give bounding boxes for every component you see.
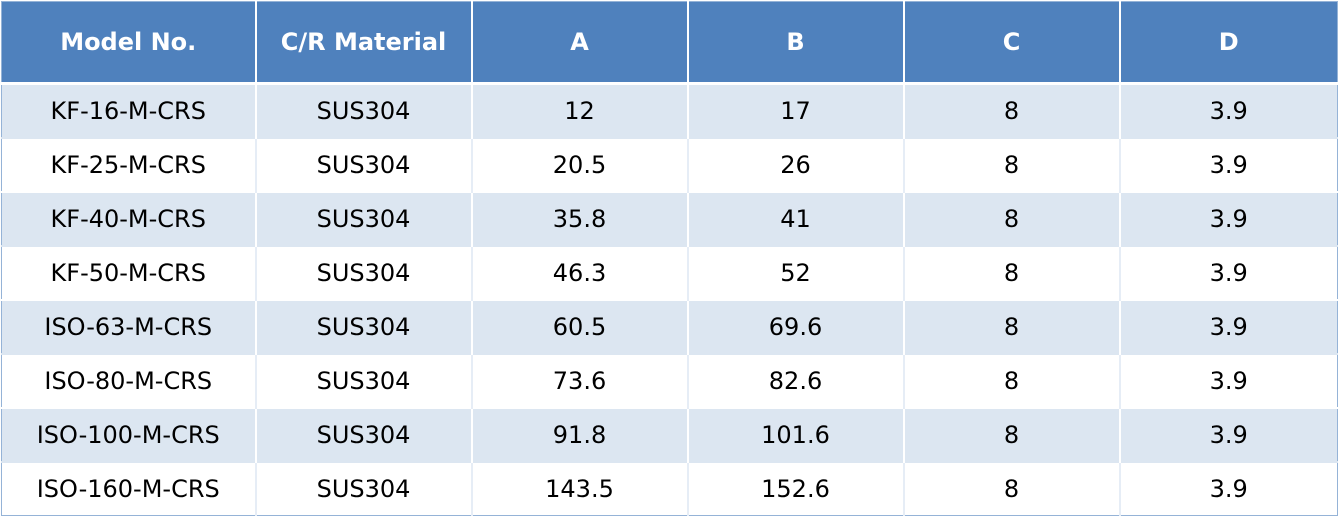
cell-a: 143.5 (470, 461, 688, 516)
cell-model-no: KF-25-M-CRS (1, 137, 256, 192)
cell-cr-material: SUS304 (254, 191, 472, 246)
cell-cr-material: SUS304 (254, 245, 472, 300)
header-c: C (902, 1, 1120, 85)
table-row: KF-40-M-CRS SUS304 35.8 41 8 3.9 (1, 191, 1338, 246)
cell-b: 69.6 (686, 299, 904, 354)
cell-a: 35.8 (470, 191, 688, 246)
cell-model-no: ISO-80-M-CRS (1, 353, 256, 408)
cell-d: 3.9 (1118, 82, 1338, 138)
cell-cr-material: SUS304 (254, 407, 472, 462)
header-row: Model No. C/R Material A B C D (1, 1, 1338, 85)
table-row: KF-16-M-CRS SUS304 12 17 8 3.9 (1, 82, 1338, 138)
cell-c: 8 (902, 299, 1120, 354)
table-row: KF-50-M-CRS SUS304 46.3 52 8 3.9 (1, 245, 1338, 300)
cell-c: 8 (902, 137, 1120, 192)
cell-d: 3.9 (1118, 191, 1338, 246)
header-cr-material: C/R Material (254, 1, 472, 85)
header-b: B (686, 1, 904, 85)
table-row: ISO-100-M-CRS SUS304 91.8 101.6 8 3.9 (1, 407, 1338, 462)
table-row: ISO-160-M-CRS SUS304 143.5 152.6 8 3.9 (1, 461, 1338, 516)
cell-b: 52 (686, 245, 904, 300)
cell-a: 91.8 (470, 407, 688, 462)
cell-d: 3.9 (1118, 353, 1338, 408)
cell-c: 8 (902, 82, 1120, 138)
cell-a: 20.5 (470, 137, 688, 192)
cell-b: 17 (686, 82, 904, 138)
cell-b: 101.6 (686, 407, 904, 462)
cell-b: 41 (686, 191, 904, 246)
cell-c: 8 (902, 245, 1120, 300)
header-d: D (1118, 1, 1338, 85)
table-header: Model No. C/R Material A B C D (1, 1, 1338, 85)
cell-b: 152.6 (686, 461, 904, 516)
cell-d: 3.9 (1118, 137, 1338, 192)
cell-model-no: ISO-63-M-CRS (1, 299, 256, 354)
header-model-no: Model No. (1, 1, 256, 85)
cell-c: 8 (902, 191, 1120, 246)
cell-model-no: KF-40-M-CRS (1, 191, 256, 246)
cell-d: 3.9 (1118, 461, 1338, 516)
cell-model-no: ISO-160-M-CRS (1, 461, 256, 516)
cell-d: 3.9 (1118, 407, 1338, 462)
cell-c: 8 (902, 461, 1120, 516)
cell-b: 26 (686, 137, 904, 192)
cell-model-no: KF-50-M-CRS (1, 245, 256, 300)
cell-d: 3.9 (1118, 299, 1338, 354)
cell-d: 3.9 (1118, 245, 1338, 300)
header-a: A (470, 1, 688, 85)
cell-cr-material: SUS304 (254, 137, 472, 192)
table-row: ISO-63-M-CRS SUS304 60.5 69.6 8 3.9 (1, 299, 1338, 354)
cell-c: 8 (902, 353, 1120, 408)
cell-cr-material: SUS304 (254, 82, 472, 138)
table-body: KF-16-M-CRS SUS304 12 17 8 3.9 KF-25-M-CRS SUS3… (1, 82, 1338, 516)
cell-model-no: KF-16-M-CRS (1, 82, 256, 138)
cell-cr-material: SUS304 (254, 461, 472, 516)
table-row: KF-25-M-CRS SUS304 20.5 26 8 3.9 (1, 137, 1338, 192)
cell-cr-material: SUS304 (254, 299, 472, 354)
cell-a: 73.6 (470, 353, 688, 408)
cell-cr-material: SUS304 (254, 353, 472, 408)
table-row: ISO-80-M-CRS SUS304 73.6 82.6 8 3.9 (1, 353, 1338, 408)
cell-c: 8 (902, 407, 1120, 462)
cell-a: 46.3 (470, 245, 688, 300)
cell-a: 60.5 (470, 299, 688, 354)
cell-model-no: ISO-100-M-CRS (1, 407, 256, 462)
cell-a: 12 (470, 82, 688, 138)
cell-b: 82.6 (686, 353, 904, 408)
